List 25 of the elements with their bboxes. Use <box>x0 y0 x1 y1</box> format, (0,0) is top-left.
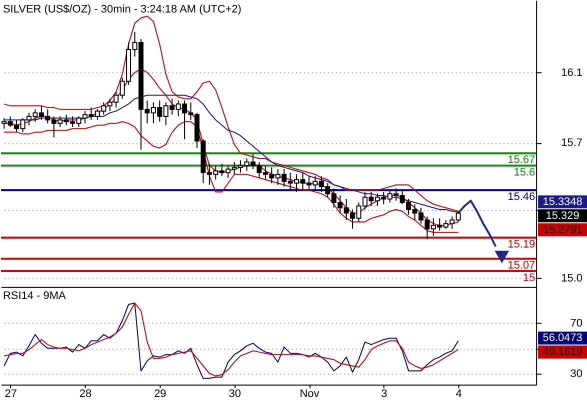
x-tick-label: 27 <box>4 388 17 400</box>
x-tick-label: 30 <box>228 388 241 400</box>
text: 15.2791 <box>542 224 582 236</box>
x-tick-label: Nov <box>300 388 320 400</box>
y-tick-label: 30 <box>570 368 583 380</box>
ref-line-label: 15.67 <box>508 154 536 166</box>
ref-line-label: 15.46 <box>508 191 536 204</box>
text: 49.1619 <box>542 346 582 358</box>
x-tick-label: 4 <box>456 388 462 400</box>
ref-line-label: 15.6 <box>514 166 536 179</box>
y-tick-label: 70 <box>570 318 583 330</box>
ref-line-label: 15 <box>522 272 536 284</box>
chart-title: SILVER (US$/OZ) - 30min - 3:24:18 AM (UTC+2) <box>2 3 242 16</box>
y-tick-label: 15.0 <box>561 272 583 285</box>
text: 15.329 <box>546 210 580 222</box>
ref-line-label: 15.07 <box>508 260 536 272</box>
text: 56.0473 <box>542 332 582 344</box>
y-tick-label: 15.7 <box>561 137 583 150</box>
x-tick-label: 28 <box>79 388 92 400</box>
x-tick-label: 3 <box>381 388 388 400</box>
text: 15.3348 <box>542 196 582 208</box>
x-tick-label: 29 <box>154 388 166 400</box>
ref-line-label: 15.19 <box>508 238 536 251</box>
y-tick-label: 16.1 <box>561 66 583 79</box>
chart-title: RSI14 - 9MA <box>2 290 66 302</box>
